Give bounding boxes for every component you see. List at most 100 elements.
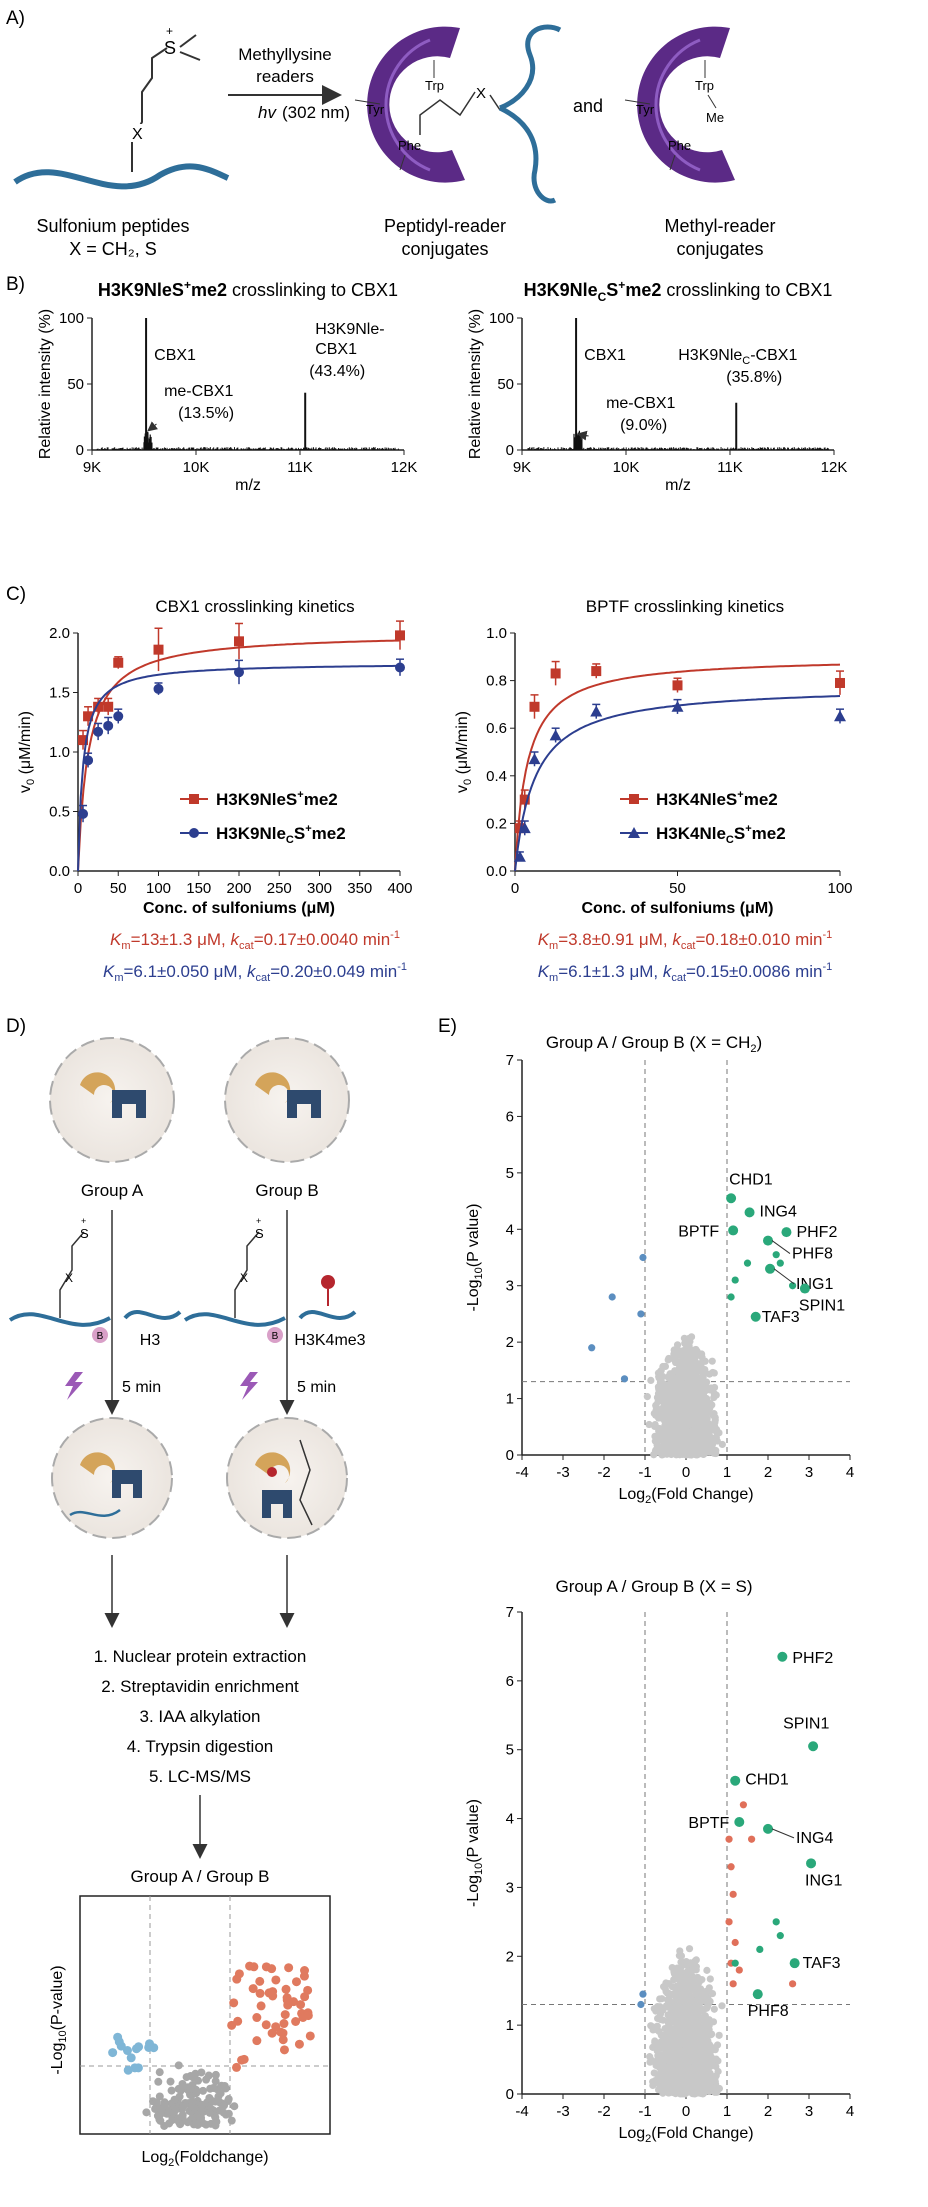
protein-label: PHF8: [792, 1246, 833, 1263]
protein-point: [686, 1346, 694, 1354]
protein-point: [670, 1350, 678, 1358]
protein-point: [677, 2007, 685, 2015]
time-a: 5 min: [122, 1379, 161, 1396]
legend-label-part: +: [745, 823, 751, 835]
b-right-title-bold: H3K9Nle: [524, 280, 598, 300]
protein-point: [673, 1341, 682, 1349]
inset-point: [174, 2061, 183, 2070]
d-inset-volcano: [79, 1895, 331, 2135]
peak-label-conj-2: CBX1: [315, 341, 357, 358]
protein-point: [653, 2022, 661, 2030]
inset-up-point: [261, 2020, 271, 2030]
protein-point: [696, 1986, 704, 1994]
inset-point: [194, 2076, 203, 2085]
protein-point: [654, 2014, 662, 2023]
inset-up-point: [284, 1963, 294, 1973]
protein-point: [675, 2067, 683, 2076]
protein-point: [652, 1401, 660, 1409]
protein-point: [643, 1393, 651, 1401]
legend-label-part: C: [286, 834, 294, 846]
protein-point: [690, 1965, 698, 1973]
protein-point: [665, 2043, 673, 2052]
protein-point: [681, 1448, 690, 1456]
probe-b-x: X: [240, 1271, 248, 1285]
protein-point: [691, 1447, 699, 1456]
y-tick-label: 1: [506, 1391, 514, 1408]
legend-marker: [629, 794, 639, 804]
significant-point: [743, 1259, 752, 1267]
y-tick-label: 0: [506, 442, 514, 459]
c-left-params-1: Km=13±1.3 μM, kcat=0.17±0.0040 min-1: [110, 929, 400, 952]
inset-down-point: [134, 2042, 144, 2052]
reader-box-b: [287, 1090, 321, 1118]
b-left-chart: 0 50 100 9K 10K 11K 12K Relative intensity (%) m…: [37, 309, 417, 494]
data-point: [672, 680, 683, 691]
protein-point: [649, 2081, 657, 2090]
inset-point: [211, 2077, 220, 2086]
x-tick-label: 9K: [513, 459, 531, 476]
legend-label: H3K4NleS+me2: [656, 789, 778, 809]
protein-point: [684, 1388, 692, 1396]
y-tick-label: 0: [506, 2086, 514, 2103]
x-atom: X: [132, 126, 143, 143]
legend-label: H3K9NleCS+me2: [216, 823, 346, 846]
legend-label-part: me2: [304, 790, 338, 809]
protein-point: [684, 1421, 692, 1429]
inset-point: [160, 2101, 169, 2110]
lightning-icon-b: [240, 1372, 258, 1400]
inset-up-point: [231, 2062, 241, 2072]
cell-b-labeled: [226, 1417, 348, 1539]
protein-point: [645, 1420, 653, 1429]
protein-point: [681, 1437, 689, 1446]
protein-point: [694, 1407, 702, 1415]
protein-point: [687, 1431, 695, 1440]
significant-point: [637, 1310, 645, 1318]
data-point: [835, 677, 845, 688]
sulfonium-sidechain: [131, 47, 168, 172]
inset-up-point: [271, 2022, 281, 2032]
y-tick-label: 2: [506, 1334, 514, 1351]
y-axis-label-part: 0: [25, 779, 37, 785]
y-tick-label: 2: [506, 1948, 514, 1965]
inset-point: [170, 2095, 179, 2104]
inset-up-point: [280, 2010, 290, 2020]
legend-label-part: H3K9NleS: [216, 790, 297, 809]
bound-peptide-lower: [498, 105, 557, 204]
protein-point: [667, 2012, 675, 2020]
res-tyr-2: Tyr: [636, 102, 655, 117]
protein-point: [647, 1376, 655, 1384]
protein-point: [661, 2032, 670, 2041]
protein-point: [697, 1437, 705, 1445]
inset-up-point: [278, 2035, 288, 2045]
step-5: 5. LC-MS/MS: [149, 1767, 251, 1786]
y-axis-label: v0 (μM/min): [454, 711, 474, 793]
group-a-label: Group A: [81, 1181, 144, 1200]
inset-up-point: [281, 1984, 291, 1994]
y-tick-label: 0.2: [486, 815, 507, 832]
methyl-mark: [321, 1275, 335, 1289]
inset-point: [142, 2108, 151, 2117]
inset-point: [168, 2116, 177, 2125]
inset-up-point: [229, 1998, 239, 2008]
inset-point: [174, 2114, 183, 2123]
inset-up-point: [237, 2055, 247, 2065]
protein-label: PHF2: [792, 1650, 833, 1667]
b-right-title: H3K9NleCS+me2 crosslinking to CBX1: [524, 278, 833, 304]
protein-point: [702, 2055, 710, 2063]
inset-up-point: [261, 1962, 271, 1972]
x-tick-label: -3: [556, 1464, 569, 1481]
protein-point: [671, 1367, 679, 1375]
protein-point: [695, 2022, 703, 2031]
protein-point: [665, 1374, 673, 1382]
protein-point: [675, 1434, 684, 1442]
protein-point: [708, 1446, 716, 1454]
x-tick-label: 3: [805, 1464, 813, 1481]
x-axis-label-part: (Fold Change): [651, 1486, 753, 1503]
peak-label-me-pct: (9.0%): [620, 417, 667, 434]
significant-point: [772, 1918, 780, 1926]
protein-point: [691, 1356, 699, 1365]
protein-point: [707, 2047, 715, 2055]
inset-point: [220, 2101, 229, 2110]
significant-point: [748, 1835, 756, 1843]
res-phe-2: Phe: [668, 138, 691, 153]
